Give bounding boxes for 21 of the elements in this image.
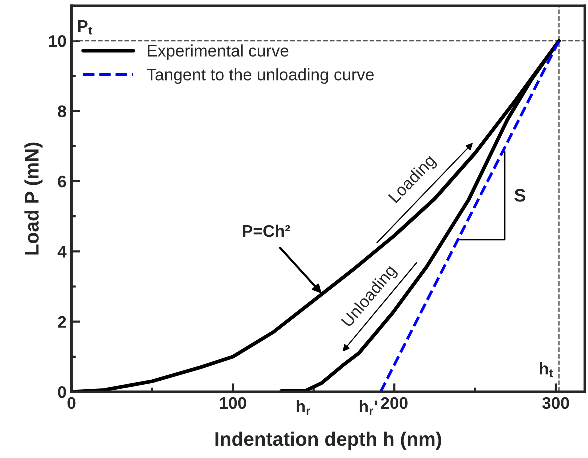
annotation: h$_{r}$' <box>360 400 378 416</box>
y-tick-label: 6 <box>58 176 66 188</box>
annotation: h$_{r}$ <box>296 400 311 416</box>
ref-line-label: h$_{t}$ <box>540 362 554 378</box>
line-series <box>72 39 562 392</box>
legend-label: Experimental curve <box>148 44 289 60</box>
x-tick-label: 0 <box>68 397 76 410</box>
x-tick-label: 300 <box>542 397 570 410</box>
annotation: S <box>514 189 526 202</box>
legend-label: Tangent to the unloading curve <box>147 68 374 84</box>
y-tick-label: 8 <box>58 106 66 118</box>
x-axis-title: Indentation depth h (nm) <box>216 432 442 450</box>
y-tick-label: 4 <box>58 246 67 258</box>
annotation: P=Ch² <box>243 224 290 238</box>
y-tick-label: 0 <box>58 386 66 398</box>
ref-line-label: P$_{t}$ <box>78 20 92 35</box>
x-tick-label: 200 <box>381 397 408 410</box>
y-tick-label: 2 <box>58 316 66 328</box>
y-tick-label: 10 <box>49 35 66 48</box>
x-tick-label: 100 <box>220 397 246 410</box>
y-axis-title: Load P (mN) <box>24 142 43 255</box>
